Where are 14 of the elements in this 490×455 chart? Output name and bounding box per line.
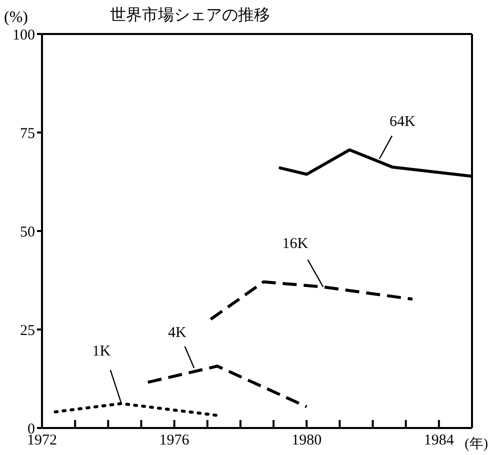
y-tick-label: 50 [20,224,35,240]
x-tick-label: 1984 [424,432,454,449]
annotation: 4K [168,325,186,342]
annotation: 16K [282,236,308,252]
annotation: 1K [92,344,111,360]
x-tick-label: 1976 [159,432,190,449]
y-axis-title: (%) [4,9,28,26]
y-tick-label: 25 [20,322,35,339]
annotation: 64K [389,114,416,130]
x-axis-title: (年) [464,436,488,452]
x-tick-label: 1980 [292,432,322,449]
y-tick-label: 100 [12,27,35,44]
chart-title: 世界市場シェアの推移 [110,6,270,24]
y-tick-label: 75 [20,126,35,142]
